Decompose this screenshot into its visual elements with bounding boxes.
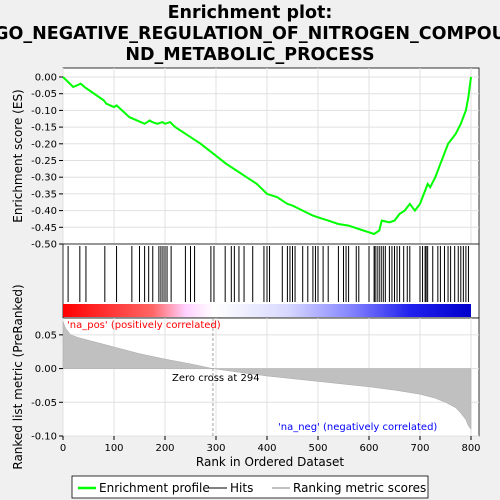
hit-markers — [67, 246, 469, 302]
x-ticks: 0 100 200 300 400 500 600 700 800 — [60, 436, 481, 454]
es-y-tick-label: -0.50 — [31, 240, 57, 251]
x-tick-label: 800 — [461, 443, 480, 454]
x-tick-label: 100 — [104, 443, 123, 454]
legend-enrichment-label: Enrichment profile — [99, 481, 210, 495]
x-tick-label: 500 — [308, 443, 327, 454]
ranking-metric-area — [62, 321, 472, 431]
x-tick-label: 0 — [60, 443, 66, 454]
es-y-tick-label: -0.25 — [31, 156, 57, 167]
chart-title-line-3: ND_METABOLIC_PROCESS — [125, 45, 374, 65]
metric-y-tick-label: 0.00 — [35, 364, 57, 375]
es-y-tick-label: -0.10 — [31, 106, 57, 117]
enrichment-profile-line — [62, 76, 472, 236]
metric-y-axis-label: Ranked list metric (PreRanked) — [11, 284, 25, 469]
legend-hits-label: Hits — [230, 481, 253, 495]
neg-correlated-label: 'na_neg' (negatively correlated) — [278, 422, 437, 433]
x-tick-label: 400 — [257, 443, 276, 454]
es-y-tick-label: -0.20 — [31, 139, 57, 150]
x-tick-label: 300 — [206, 443, 225, 454]
es-y-tick-label: -0.30 — [31, 173, 57, 184]
legend-metric-label: Ranking metric scores — [293, 481, 426, 495]
x-axis-label: Rank in Ordered Dataset — [196, 455, 344, 469]
es-y-tick-label: -0.15 — [31, 123, 57, 134]
es-plot-area — [62, 67, 480, 245]
metric-y-tick-label: 0.05 — [35, 330, 57, 341]
rank-color-bar — [63, 304, 471, 317]
metric-y-tick-label: -0.05 — [31, 398, 57, 409]
pos-correlated-label: 'na_pos' (positively correlated) — [67, 320, 221, 331]
metric-y-ticks: 0.05 0.00 -0.05 -0.10 — [31, 330, 63, 443]
es-y-tick-label: -0.45 — [31, 223, 57, 234]
es-y-tick-label: 0.00 — [35, 73, 57, 84]
x-tick-label: 600 — [359, 443, 378, 454]
zero-cross-label: Zero cross at 294 — [172, 373, 260, 384]
es-y-axis-label: Enrichment score (ES) — [11, 89, 25, 222]
x-tick-label: 700 — [410, 443, 429, 454]
chart-title-line-2: GO_NEGATIVE_REGULATION_OF_NITROGEN_COMPO… — [0, 24, 500, 44]
es-y-tick-label: -0.05 — [31, 89, 57, 100]
x-tick-label: 200 — [155, 443, 174, 454]
es-y-tick-label: -0.35 — [31, 189, 57, 200]
es-y-tick-label: -0.40 — [31, 206, 57, 217]
legend-box — [71, 475, 429, 499]
metric-y-tick-label: -0.10 — [31, 432, 57, 443]
es-y-ticks: 0.00 -0.05 -0.10 -0.15 -0.20 -0.25 -0.30 -0.35 -… — [31, 73, 63, 251]
chart-title-line-1: Enrichment plot: — [168, 3, 333, 23]
